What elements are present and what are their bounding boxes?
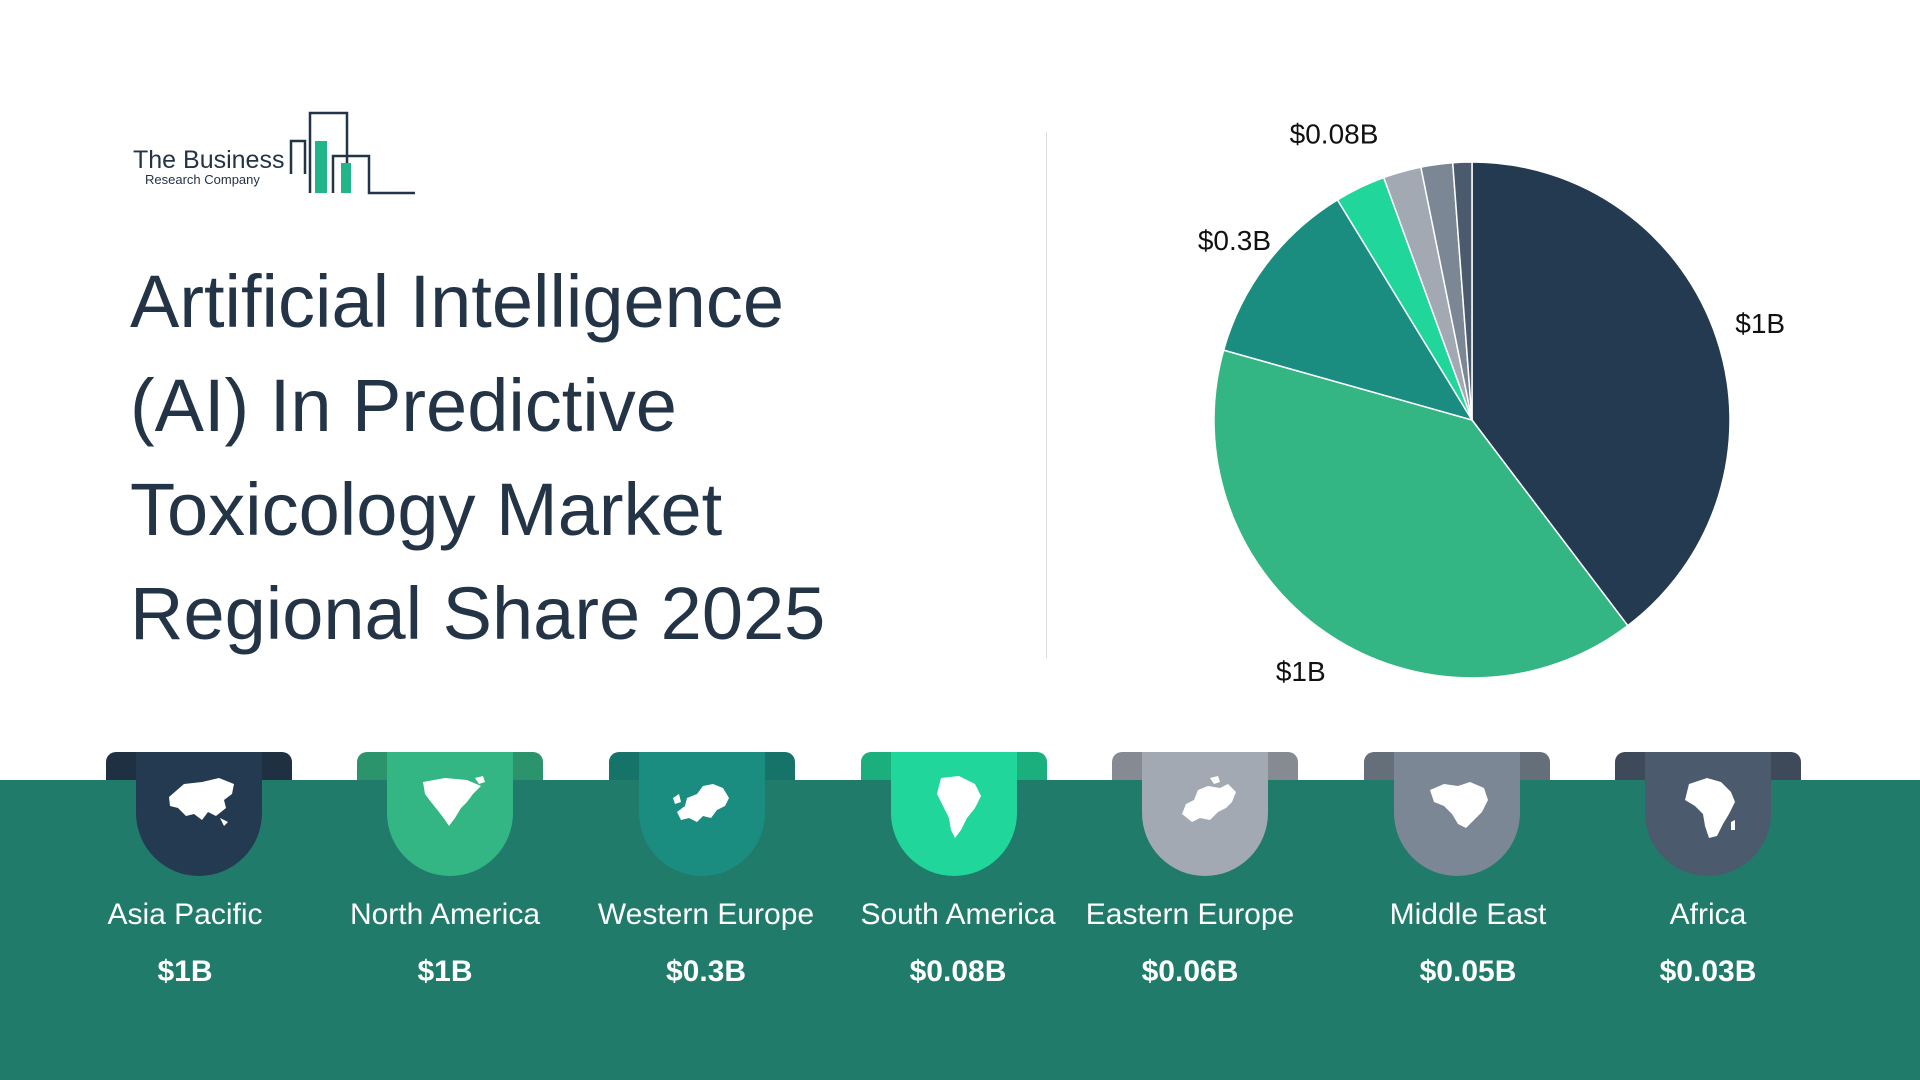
africa-map-icon bbox=[1685, 778, 1735, 838]
title-line: Regional Share 2025 bbox=[130, 572, 826, 655]
region-card-shield bbox=[1645, 752, 1771, 876]
region-name: Eastern Europe bbox=[1085, 898, 1295, 931]
region-card-shield bbox=[1142, 752, 1268, 876]
region-card-shield bbox=[136, 752, 262, 876]
region-card bbox=[861, 752, 1047, 876]
asia-map-icon bbox=[169, 778, 234, 826]
title-line: Toxicology Market bbox=[130, 468, 723, 551]
region-card bbox=[357, 752, 543, 876]
region-value: $0.06B bbox=[1141, 955, 1239, 988]
region-name: South America bbox=[860, 898, 1056, 931]
logo-line2: Research Company bbox=[145, 172, 260, 187]
region-card bbox=[609, 752, 795, 876]
logo-buildings-icon bbox=[289, 111, 415, 195]
middle-east-map-icon bbox=[1430, 782, 1488, 828]
region-value: $0.05B bbox=[1419, 955, 1517, 988]
region-card bbox=[1112, 752, 1298, 876]
pie-label: $1B bbox=[1735, 308, 1785, 339]
region-value: $1B bbox=[417, 955, 473, 988]
region-name: Middle East bbox=[1389, 898, 1547, 931]
region-card bbox=[1364, 752, 1550, 876]
region-card bbox=[106, 752, 292, 876]
pie-slice-africa bbox=[1451, 161, 1473, 421]
region-value: $0.3B bbox=[665, 955, 747, 988]
north-america-map-icon bbox=[423, 776, 485, 826]
page-title: Artificial Intelligence (AI) In Predicti… bbox=[130, 250, 890, 666]
pie-slice-western-europe bbox=[1222, 198, 1474, 422]
region-name: Asia Pacific bbox=[107, 898, 263, 931]
pie-slice-asia-pacific bbox=[1471, 161, 1731, 627]
region-name: Africa bbox=[1669, 898, 1747, 931]
region-card-shield bbox=[891, 752, 1017, 876]
eastern-europe-map-icon bbox=[1182, 776, 1236, 822]
region-card-shield bbox=[1394, 752, 1520, 876]
region-card bbox=[1615, 752, 1801, 876]
region-card-shield bbox=[387, 752, 513, 876]
company-logo: The Business Research Company bbox=[133, 108, 423, 198]
pie-label: $1B bbox=[1276, 656, 1326, 687]
pie-chart: $1B $1B $0.3B $0.08B bbox=[1198, 118, 1785, 687]
title-line: (AI) In Predictive bbox=[130, 364, 677, 447]
pie-label: $0.08B bbox=[1290, 118, 1379, 149]
title-line: Artificial Intelligence bbox=[130, 260, 784, 343]
region-value: $0.08B bbox=[909, 955, 1007, 988]
vertical-divider bbox=[1046, 132, 1047, 658]
region-card-shield bbox=[639, 752, 765, 876]
pie-slice-north-america bbox=[1213, 349, 1629, 679]
region-value: $1B bbox=[157, 955, 213, 988]
pie-label: $0.3B bbox=[1198, 225, 1271, 256]
region-value: $0.03B bbox=[1659, 955, 1757, 988]
south-america-map-icon bbox=[937, 776, 981, 838]
western-europe-map-icon bbox=[673, 784, 729, 822]
region-name: North America bbox=[349, 898, 541, 931]
region-name: Western Europe bbox=[597, 898, 815, 931]
logo-line1: The Business bbox=[133, 146, 285, 174]
